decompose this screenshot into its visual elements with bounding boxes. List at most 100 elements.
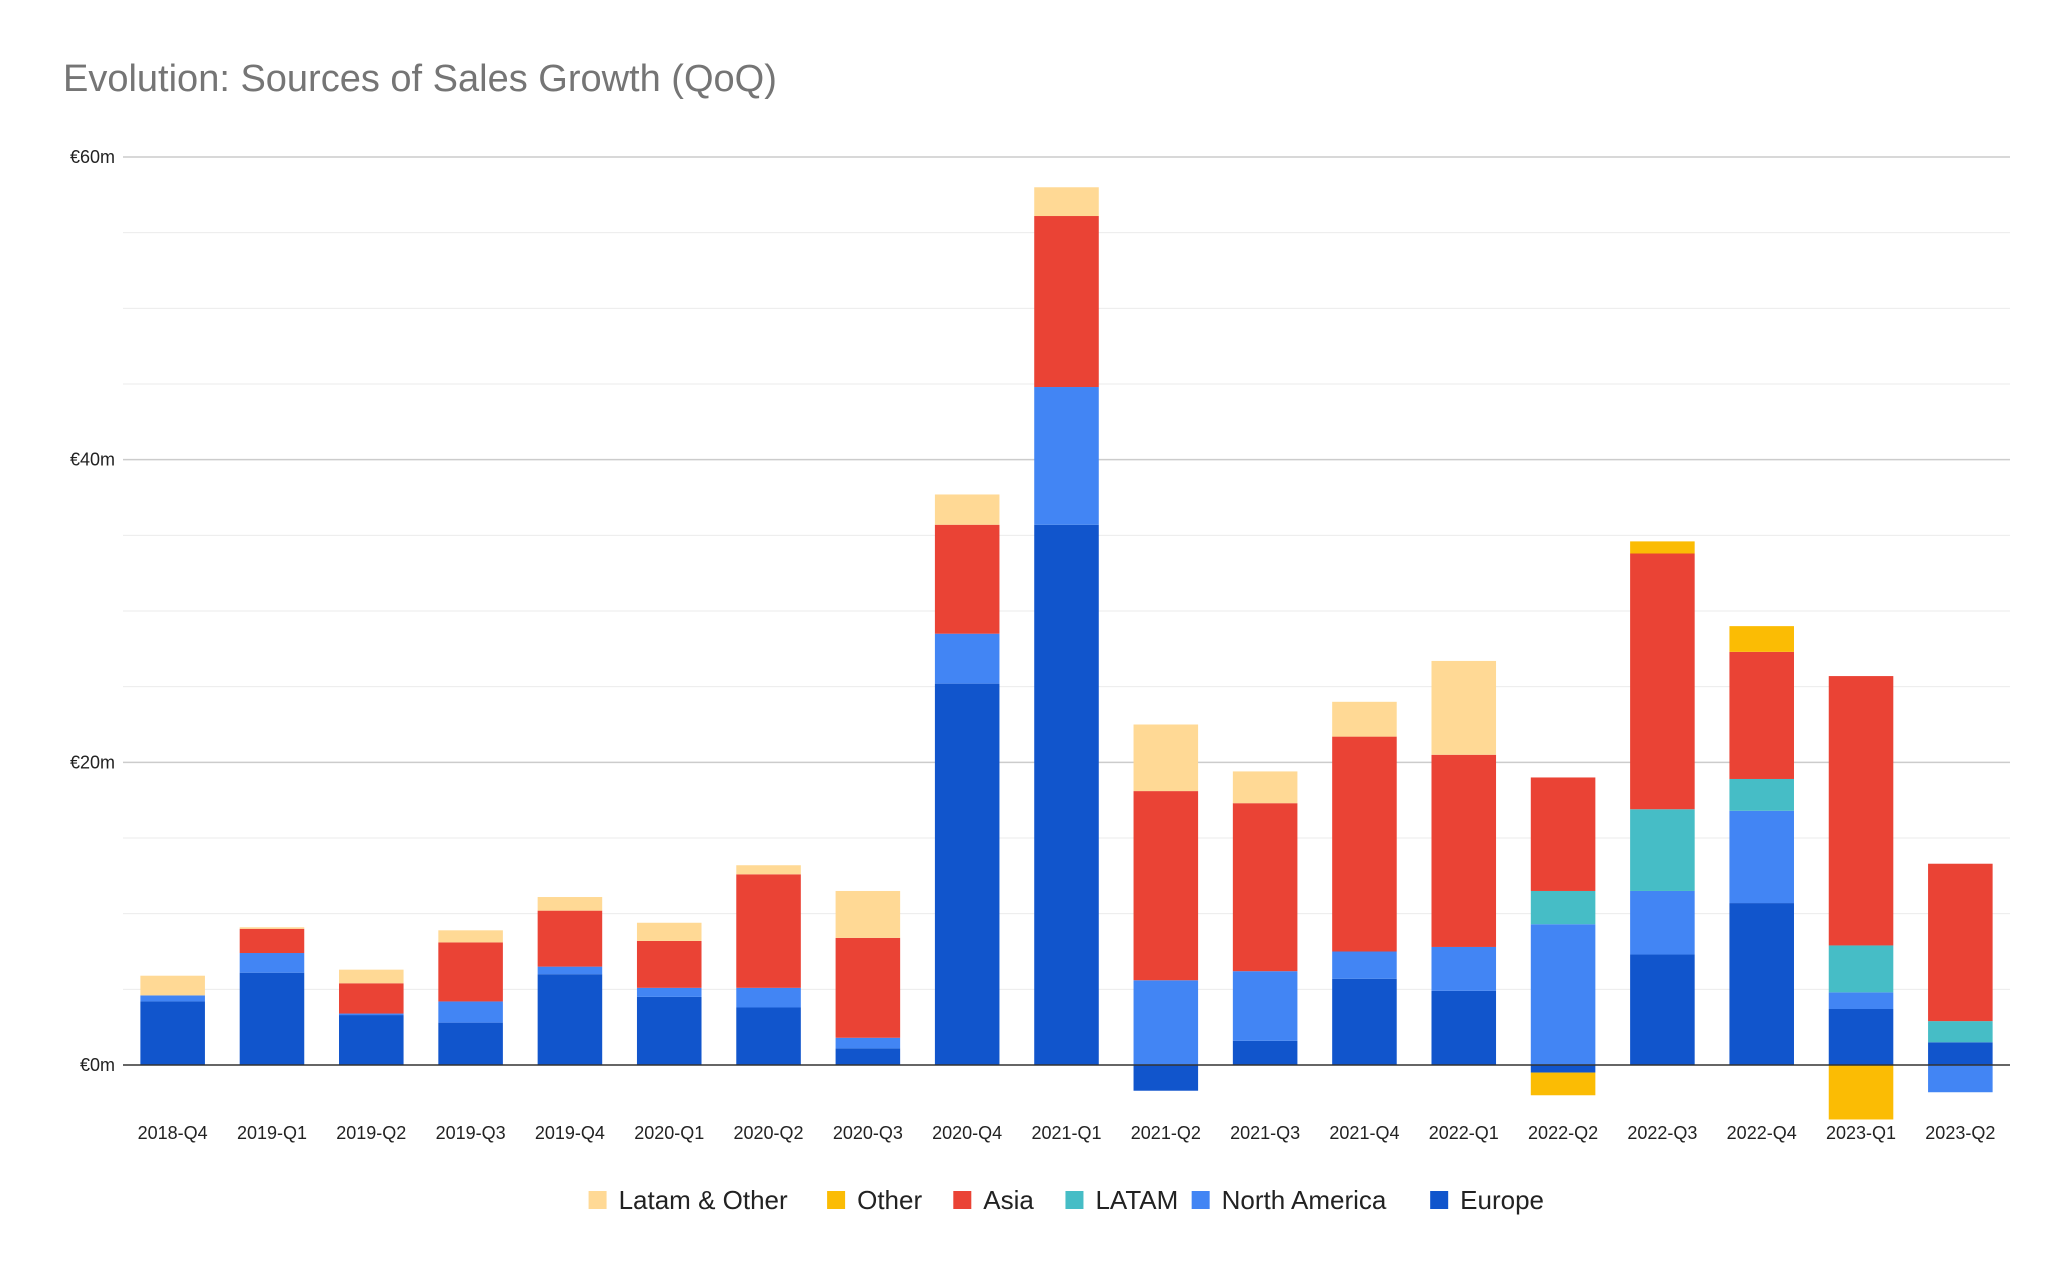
bar-segment-latam-other-2021-q3 bbox=[1232, 771, 1298, 804]
legend-item-north-america[interactable]: North America bbox=[1191, 1185, 1387, 1215]
legend: Latam & Other Other Asia LATAM North America… bbox=[588, 1185, 1544, 1215]
legend-item-latam[interactable]: LATAM bbox=[1065, 1185, 1178, 1215]
x-tick-label: 2018-Q4 bbox=[138, 1123, 208, 1143]
bar-segment-europe-2020-q1 bbox=[636, 996, 702, 1065]
legend-item-europe[interactable]: Europe bbox=[1430, 1185, 1544, 1215]
bar-segment-latam-other-2021-q4 bbox=[1332, 701, 1397, 737]
bar-segment-europe-2023-q2 bbox=[1928, 1042, 1993, 1065]
bar-segment-asia-2022-q4 bbox=[1729, 651, 1794, 779]
x-tick-label: 2019-Q4 bbox=[535, 1123, 605, 1143]
x-tick-label: 2021-Q3 bbox=[1230, 1123, 1300, 1143]
bar-segment-other-2022-q3 bbox=[1630, 541, 1695, 554]
bar-segment-asia-2020-q4 bbox=[934, 524, 1000, 634]
bar-segment-europe-2019-q4 bbox=[537, 974, 603, 1065]
bar-segment-north-america-2021-q2 bbox=[1133, 980, 1199, 1065]
bar-segment-europe-2019-q3 bbox=[438, 1022, 503, 1065]
bar-segment-latam-other-2020-q2 bbox=[736, 865, 801, 875]
bar-segment-asia-2021-q1 bbox=[1034, 216, 1099, 388]
bar-segment-other-2022-q2 bbox=[1530, 1072, 1596, 1096]
bar-segment-europe-2018-q4 bbox=[140, 1001, 205, 1065]
bar-segment-asia-2019-q2 bbox=[339, 983, 404, 1014]
legend-label: North America bbox=[1222, 1185, 1387, 1215]
bar-segment-other-2023-q1 bbox=[1828, 1065, 1894, 1120]
y-axis: €60m €40m €20m €0m bbox=[70, 147, 115, 1075]
bar-segment-latam-other-2019-q4 bbox=[537, 897, 603, 911]
bar-segment-europe-2022-q2 bbox=[1530, 1065, 1596, 1073]
x-tick-label: 2022-Q4 bbox=[1727, 1123, 1797, 1143]
bar-segment-north-america-2023-q1 bbox=[1828, 992, 1894, 1010]
x-tick-label: 2020-Q2 bbox=[734, 1123, 804, 1143]
bar-segment-asia-2022-q1 bbox=[1431, 754, 1497, 947]
bar-segment-latam-other-2019-q2 bbox=[339, 969, 404, 984]
legend-item-latam-other[interactable]: Latam & Other bbox=[588, 1185, 788, 1215]
legend-swatch bbox=[827, 1191, 846, 1209]
bar-segment-asia-2021-q4 bbox=[1332, 736, 1397, 952]
bar-segment-europe-2020-q3 bbox=[835, 1048, 901, 1065]
legend-label: Europe bbox=[1460, 1185, 1544, 1215]
legend-label: Asia bbox=[983, 1185, 1034, 1215]
bar-segment-latam-other-2020-q1 bbox=[636, 922, 702, 941]
bar-segment-north-america-2022-q3 bbox=[1630, 890, 1695, 955]
bar-segment-europe-2019-q2 bbox=[339, 1015, 404, 1065]
bar-segment-europe-2021-q1 bbox=[1034, 524, 1099, 1065]
chart-title: Evolution: Sources of Sales Growth (QoQ) bbox=[63, 58, 777, 100]
bar-segment-latam-2023-q1 bbox=[1828, 945, 1894, 993]
bar-segment-europe-2023-q1 bbox=[1828, 1009, 1894, 1065]
bar-segment-asia-2021-q3 bbox=[1232, 803, 1298, 972]
bar-segment-asia-2023-q2 bbox=[1928, 863, 1993, 1022]
bar-segment-latam-other-2018-q4 bbox=[140, 975, 205, 996]
bar-segment-asia-2020-q1 bbox=[636, 940, 702, 988]
x-tick-label: 2019-Q2 bbox=[336, 1123, 406, 1143]
legend-label: Other bbox=[857, 1185, 922, 1215]
bar-segment-asia-2020-q3 bbox=[835, 937, 901, 1038]
y-tick-label: €40m bbox=[70, 450, 115, 470]
bar-segment-asia-2021-q2 bbox=[1133, 791, 1199, 981]
bar-segment-europe-2022-q3 bbox=[1630, 954, 1695, 1065]
x-tick-label: 2021-Q4 bbox=[1329, 1123, 1399, 1143]
legend-swatch bbox=[1065, 1191, 1084, 1209]
x-tick-label: 2022-Q2 bbox=[1528, 1123, 1598, 1143]
x-axis: 2018-Q4 2019-Q1 2019-Q2 2019-Q3 2019-Q4 2020-… bbox=[138, 1123, 1996, 1143]
bar-segment-asia-2019-q3 bbox=[438, 942, 503, 1002]
bar-segment-north-america-2019-q3 bbox=[438, 1001, 503, 1023]
bar-segment-latam-other-2020-q4 bbox=[934, 494, 1000, 525]
bar-segment-north-america-2019-q1 bbox=[239, 953, 305, 973]
legend-swatch bbox=[588, 1191, 607, 1209]
x-tick-label: 2022-Q3 bbox=[1627, 1123, 1697, 1143]
y-tick-label: €20m bbox=[70, 752, 115, 772]
bar-segment-other-2022-q4 bbox=[1729, 626, 1794, 652]
legend-item-other[interactable]: Other bbox=[827, 1185, 922, 1215]
legend-swatch bbox=[1191, 1191, 1210, 1209]
bars bbox=[140, 187, 1993, 1120]
bar-segment-north-america-2019-q4 bbox=[537, 966, 603, 975]
bar-segment-latam-other-2019-q1 bbox=[239, 927, 305, 929]
x-tick-label: 2022-Q1 bbox=[1429, 1123, 1499, 1143]
bar-segment-north-america-2021-q4 bbox=[1332, 951, 1397, 979]
legend-item-asia[interactable]: Asia bbox=[953, 1185, 1034, 1215]
bar-segment-europe-2022-q1 bbox=[1431, 990, 1497, 1065]
bar-segment-europe-2020-q2 bbox=[736, 1007, 801, 1065]
bar-segment-north-america-2019-q2 bbox=[339, 1013, 404, 1016]
bar-segment-latam-2022-q2 bbox=[1530, 890, 1596, 925]
bar-segment-north-america-2021-q3 bbox=[1232, 971, 1298, 1041]
bar-segment-europe-2022-q4 bbox=[1729, 903, 1794, 1065]
legend-label: Latam & Other bbox=[619, 1185, 788, 1215]
x-tick-label: 2021-Q1 bbox=[1031, 1123, 1101, 1143]
bar-segment-latam-other-2021-q2 bbox=[1133, 724, 1199, 792]
bar-segment-north-america-2020-q2 bbox=[736, 987, 801, 1008]
x-tick-label: 2020-Q4 bbox=[932, 1123, 1002, 1143]
bar-segment-asia-2022-q2 bbox=[1530, 777, 1596, 891]
y-tick-label: €60m bbox=[70, 147, 115, 167]
x-tick-label: 2021-Q2 bbox=[1131, 1123, 1201, 1143]
bar-segment-north-america-2020-q3 bbox=[835, 1037, 901, 1049]
x-tick-label: 2023-Q1 bbox=[1826, 1123, 1896, 1143]
bar-segment-europe-2019-q1 bbox=[239, 972, 305, 1065]
bar-segment-north-america-2022-q4 bbox=[1729, 810, 1794, 904]
bar-segment-asia-2020-q2 bbox=[736, 874, 801, 988]
legend-swatch bbox=[1430, 1191, 1449, 1209]
bar-segment-europe-2020-q4 bbox=[934, 683, 1000, 1065]
x-tick-label: 2020-Q1 bbox=[634, 1123, 704, 1143]
bar-segment-latam-other-2022-q1 bbox=[1431, 660, 1497, 755]
x-tick-label: 2019-Q3 bbox=[436, 1123, 506, 1143]
